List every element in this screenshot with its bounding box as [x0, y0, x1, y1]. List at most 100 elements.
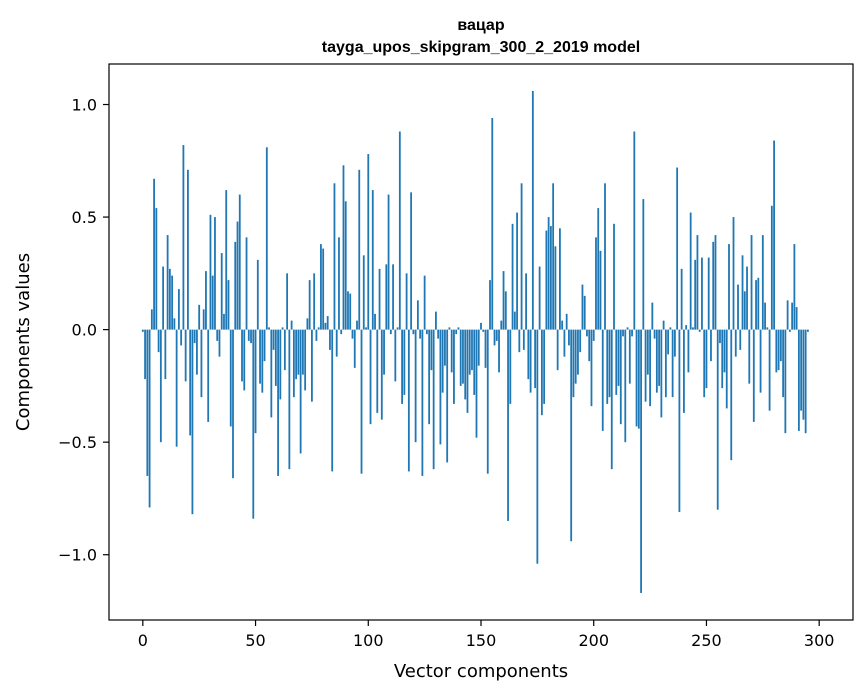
bar	[667, 329, 670, 355]
bar	[653, 329, 656, 339]
bar	[554, 246, 557, 330]
x-axis-label: Vector components	[394, 661, 568, 682]
bar	[437, 329, 440, 339]
bar	[150, 309, 153, 330]
bar	[482, 329, 485, 332]
bar	[315, 329, 318, 341]
bar	[761, 235, 764, 330]
bar	[349, 293, 352, 330]
bar	[261, 329, 264, 393]
plot-frame	[108, 63, 854, 621]
bar	[502, 271, 505, 330]
bar	[549, 226, 552, 330]
bar	[631, 329, 633, 337]
x-tick-label: 250	[691, 631, 722, 650]
x-tick-label: 200	[578, 631, 609, 650]
bar	[480, 322, 482, 330]
bar	[633, 131, 636, 330]
bar	[788, 329, 791, 332]
bar	[662, 320, 665, 330]
bar	[450, 329, 453, 373]
bar	[220, 253, 223, 330]
bar	[238, 194, 241, 330]
bar	[637, 329, 640, 429]
bar	[396, 327, 399, 330]
bar	[428, 329, 431, 425]
bar	[171, 275, 174, 330]
bar	[227, 280, 230, 330]
bar	[241, 329, 243, 382]
bar	[475, 329, 478, 438]
bar	[245, 237, 248, 330]
bar	[628, 329, 631, 384]
bar	[259, 329, 261, 384]
bar	[407, 329, 410, 472]
bar	[317, 327, 320, 330]
bar	[378, 268, 381, 330]
bar	[272, 329, 275, 350]
bar	[367, 154, 370, 330]
bar	[734, 329, 737, 357]
bar	[164, 329, 167, 380]
bar	[175, 329, 178, 447]
bar	[277, 329, 279, 476]
bar	[209, 214, 212, 330]
bar	[520, 183, 523, 330]
bar	[254, 329, 257, 434]
y-tick-label: −0.5	[58, 433, 97, 452]
bar	[214, 217, 216, 330]
bar	[556, 329, 559, 371]
bar	[389, 329, 392, 335]
bar	[369, 329, 372, 425]
bar	[504, 291, 507, 330]
bar	[619, 329, 622, 425]
bar	[288, 329, 291, 470]
bar	[779, 329, 782, 362]
bar	[252, 329, 255, 519]
bar	[322, 248, 325, 330]
bar	[189, 329, 192, 436]
bar	[601, 329, 604, 431]
bar	[358, 169, 361, 330]
chart-title-model: tayga_upos_skipgram_300_2_2019 model	[322, 39, 640, 56]
bar	[741, 255, 744, 330]
bar	[784, 329, 787, 434]
bar	[737, 284, 739, 330]
bar	[649, 329, 651, 407]
bar	[635, 329, 638, 427]
bar	[401, 329, 403, 404]
bar	[274, 329, 277, 386]
bar	[714, 235, 717, 330]
bar	[392, 264, 394, 330]
bar	[604, 183, 606, 330]
bar	[471, 329, 473, 371]
bar	[707, 257, 710, 330]
bar	[673, 329, 676, 357]
bar	[732, 217, 735, 330]
bar	[527, 329, 530, 380]
bar	[283, 329, 286, 371]
bar	[592, 329, 595, 341]
bar	[446, 329, 449, 463]
bar	[624, 329, 627, 443]
bar	[644, 329, 647, 402]
bar	[419, 329, 422, 339]
bar	[207, 329, 210, 422]
y-axis-ticks: −1.0 −0.5 0.0 0.5 1.0	[58, 96, 109, 565]
bar	[292, 329, 295, 398]
bar	[457, 327, 460, 330]
bar	[211, 275, 214, 330]
bar	[534, 329, 537, 389]
bar	[425, 329, 428, 335]
bar	[329, 329, 331, 350]
bar	[371, 190, 374, 330]
bar	[162, 266, 165, 330]
bar	[464, 329, 467, 400]
bar	[755, 280, 757, 330]
bar	[256, 259, 259, 330]
bar	[198, 304, 201, 330]
bar	[200, 329, 203, 398]
bar	[793, 244, 796, 330]
bar	[658, 329, 661, 386]
bar	[374, 313, 376, 330]
